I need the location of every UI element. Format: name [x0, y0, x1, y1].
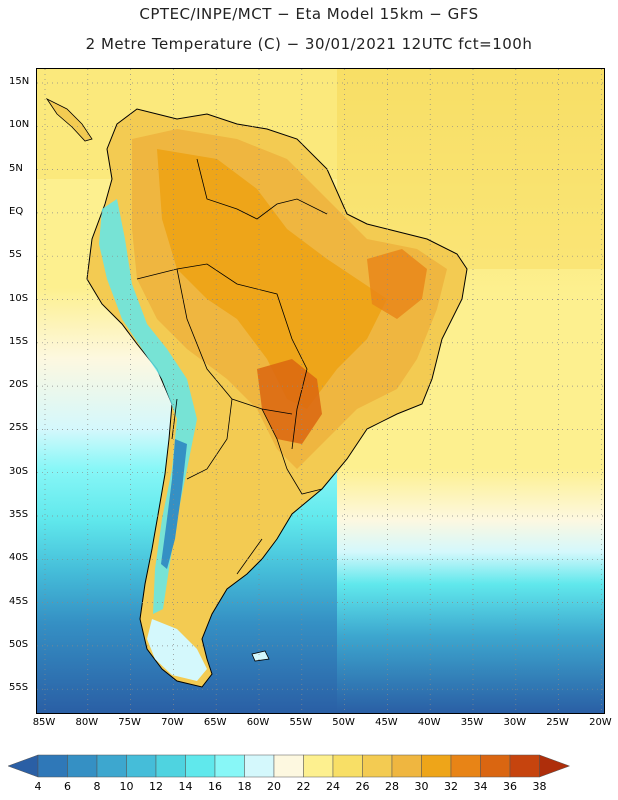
lon-label: 75W: [118, 717, 141, 728]
colorbar-segment: [273, 754, 304, 778]
colorbar-tick-label: 12: [149, 780, 163, 793]
chaco-heat-spot: [257, 359, 322, 444]
caribbean-islands: [45, 97, 93, 142]
map-title-line2: 2 Metre Temperature (C) − 30/01/2021 12U…: [85, 35, 533, 53]
lon-label: 80W: [75, 717, 99, 728]
colorbar-tick-label: 16: [208, 780, 222, 793]
lat-label: 10N: [9, 119, 30, 131]
hot-core-region: [157, 149, 387, 409]
colorbar-tick-label: 32: [444, 780, 458, 793]
colorbar-tick-label: 14: [178, 780, 193, 793]
colorbar-segment: [244, 754, 275, 778]
lon-label: 45W: [375, 717, 398, 728]
andes-core: [161, 439, 187, 569]
lon-label: 70W: [161, 717, 184, 728]
colorbar-tick-label: 6: [64, 780, 71, 793]
colorbar-tick-label: 26: [355, 780, 370, 793]
colorbar-segment: [67, 754, 98, 778]
lon-label: 50W: [332, 717, 355, 728]
colorbar-tick-label: 34: [473, 780, 488, 793]
colorbar-arrow-high: [539, 754, 571, 778]
colorbar-segment: [185, 754, 216, 778]
colorbar-tick-label: 36: [503, 780, 517, 793]
lat-label: 5S: [9, 249, 22, 261]
colorbar-tick-label: 30: [414, 780, 429, 793]
map-panel: [36, 68, 605, 714]
lon-label: 40W: [417, 717, 441, 728]
colorbar-tick-label: 10: [119, 780, 134, 793]
colorbar-segment: [509, 754, 540, 778]
colorbar-tick-label: 38: [532, 780, 547, 793]
lat-label: EQ: [9, 205, 24, 217]
lon-label: 35W: [460, 717, 484, 728]
lon-label: 60W: [246, 717, 270, 728]
colorbar-segment: [332, 754, 363, 778]
lat-label: 15N: [9, 76, 30, 87]
colorbar-arrow-low: [8, 754, 39, 778]
northeast-heat-spot: [367, 249, 427, 319]
lon-label: 30W: [503, 717, 527, 728]
lat-label: 35S: [9, 509, 29, 520]
lon-label: 55W: [289, 717, 313, 728]
colorbar-segment: [155, 754, 186, 778]
country-borders: [136, 158, 328, 575]
lon-label: 20W: [589, 717, 612, 728]
colorbar-segment: [450, 754, 481, 778]
colorbar-tick-label: 18: [237, 780, 252, 793]
lat-label: 50S: [9, 638, 29, 650]
temperature-map: [37, 69, 604, 713]
colorbar-segment: [37, 754, 68, 778]
falkland-islands: [251, 650, 270, 662]
lat-label: 40S: [9, 552, 29, 564]
colorbar-segment: [391, 754, 422, 778]
lat-label: 25S: [9, 422, 29, 434]
lat-label: 30S: [9, 465, 29, 477]
colorbar-tick-label: 24: [326, 780, 340, 793]
lon-label: 25W: [546, 717, 569, 728]
colorbar-segment: [362, 754, 393, 778]
lat-label: 55S: [9, 682, 29, 694]
colorbar-tick-label: 4: [34, 780, 42, 793]
lat-label: 5N: [9, 162, 23, 174]
lon-label: 85W: [32, 717, 56, 728]
colorbar-tick-label: 28: [385, 780, 399, 793]
colorbar-segment: [480, 754, 511, 778]
colorbar-tick-label: 22: [296, 780, 311, 793]
lat-label: 45S: [9, 595, 29, 607]
colorbar-segment: [126, 754, 157, 778]
colorbar-segment: [214, 754, 245, 778]
lat-label: 15S: [9, 335, 29, 347]
patagonia-tip: [147, 619, 207, 681]
lat-label: 10S: [9, 292, 29, 304]
temperature-colorbar: [8, 754, 571, 778]
colorbar-tick-label: 20: [267, 780, 281, 793]
lon-label: 65W: [203, 717, 227, 728]
colorbar-segment: [96, 754, 127, 778]
colorbar-tick-label: 8: [93, 780, 101, 793]
map-title-line1: CPTEC/INPE/MCT − Eta Model 15km − GFS: [139, 5, 479, 23]
lat-label: 20S: [9, 379, 29, 391]
colorbar-segment: [421, 754, 452, 778]
colorbar-segment: [303, 754, 334, 778]
